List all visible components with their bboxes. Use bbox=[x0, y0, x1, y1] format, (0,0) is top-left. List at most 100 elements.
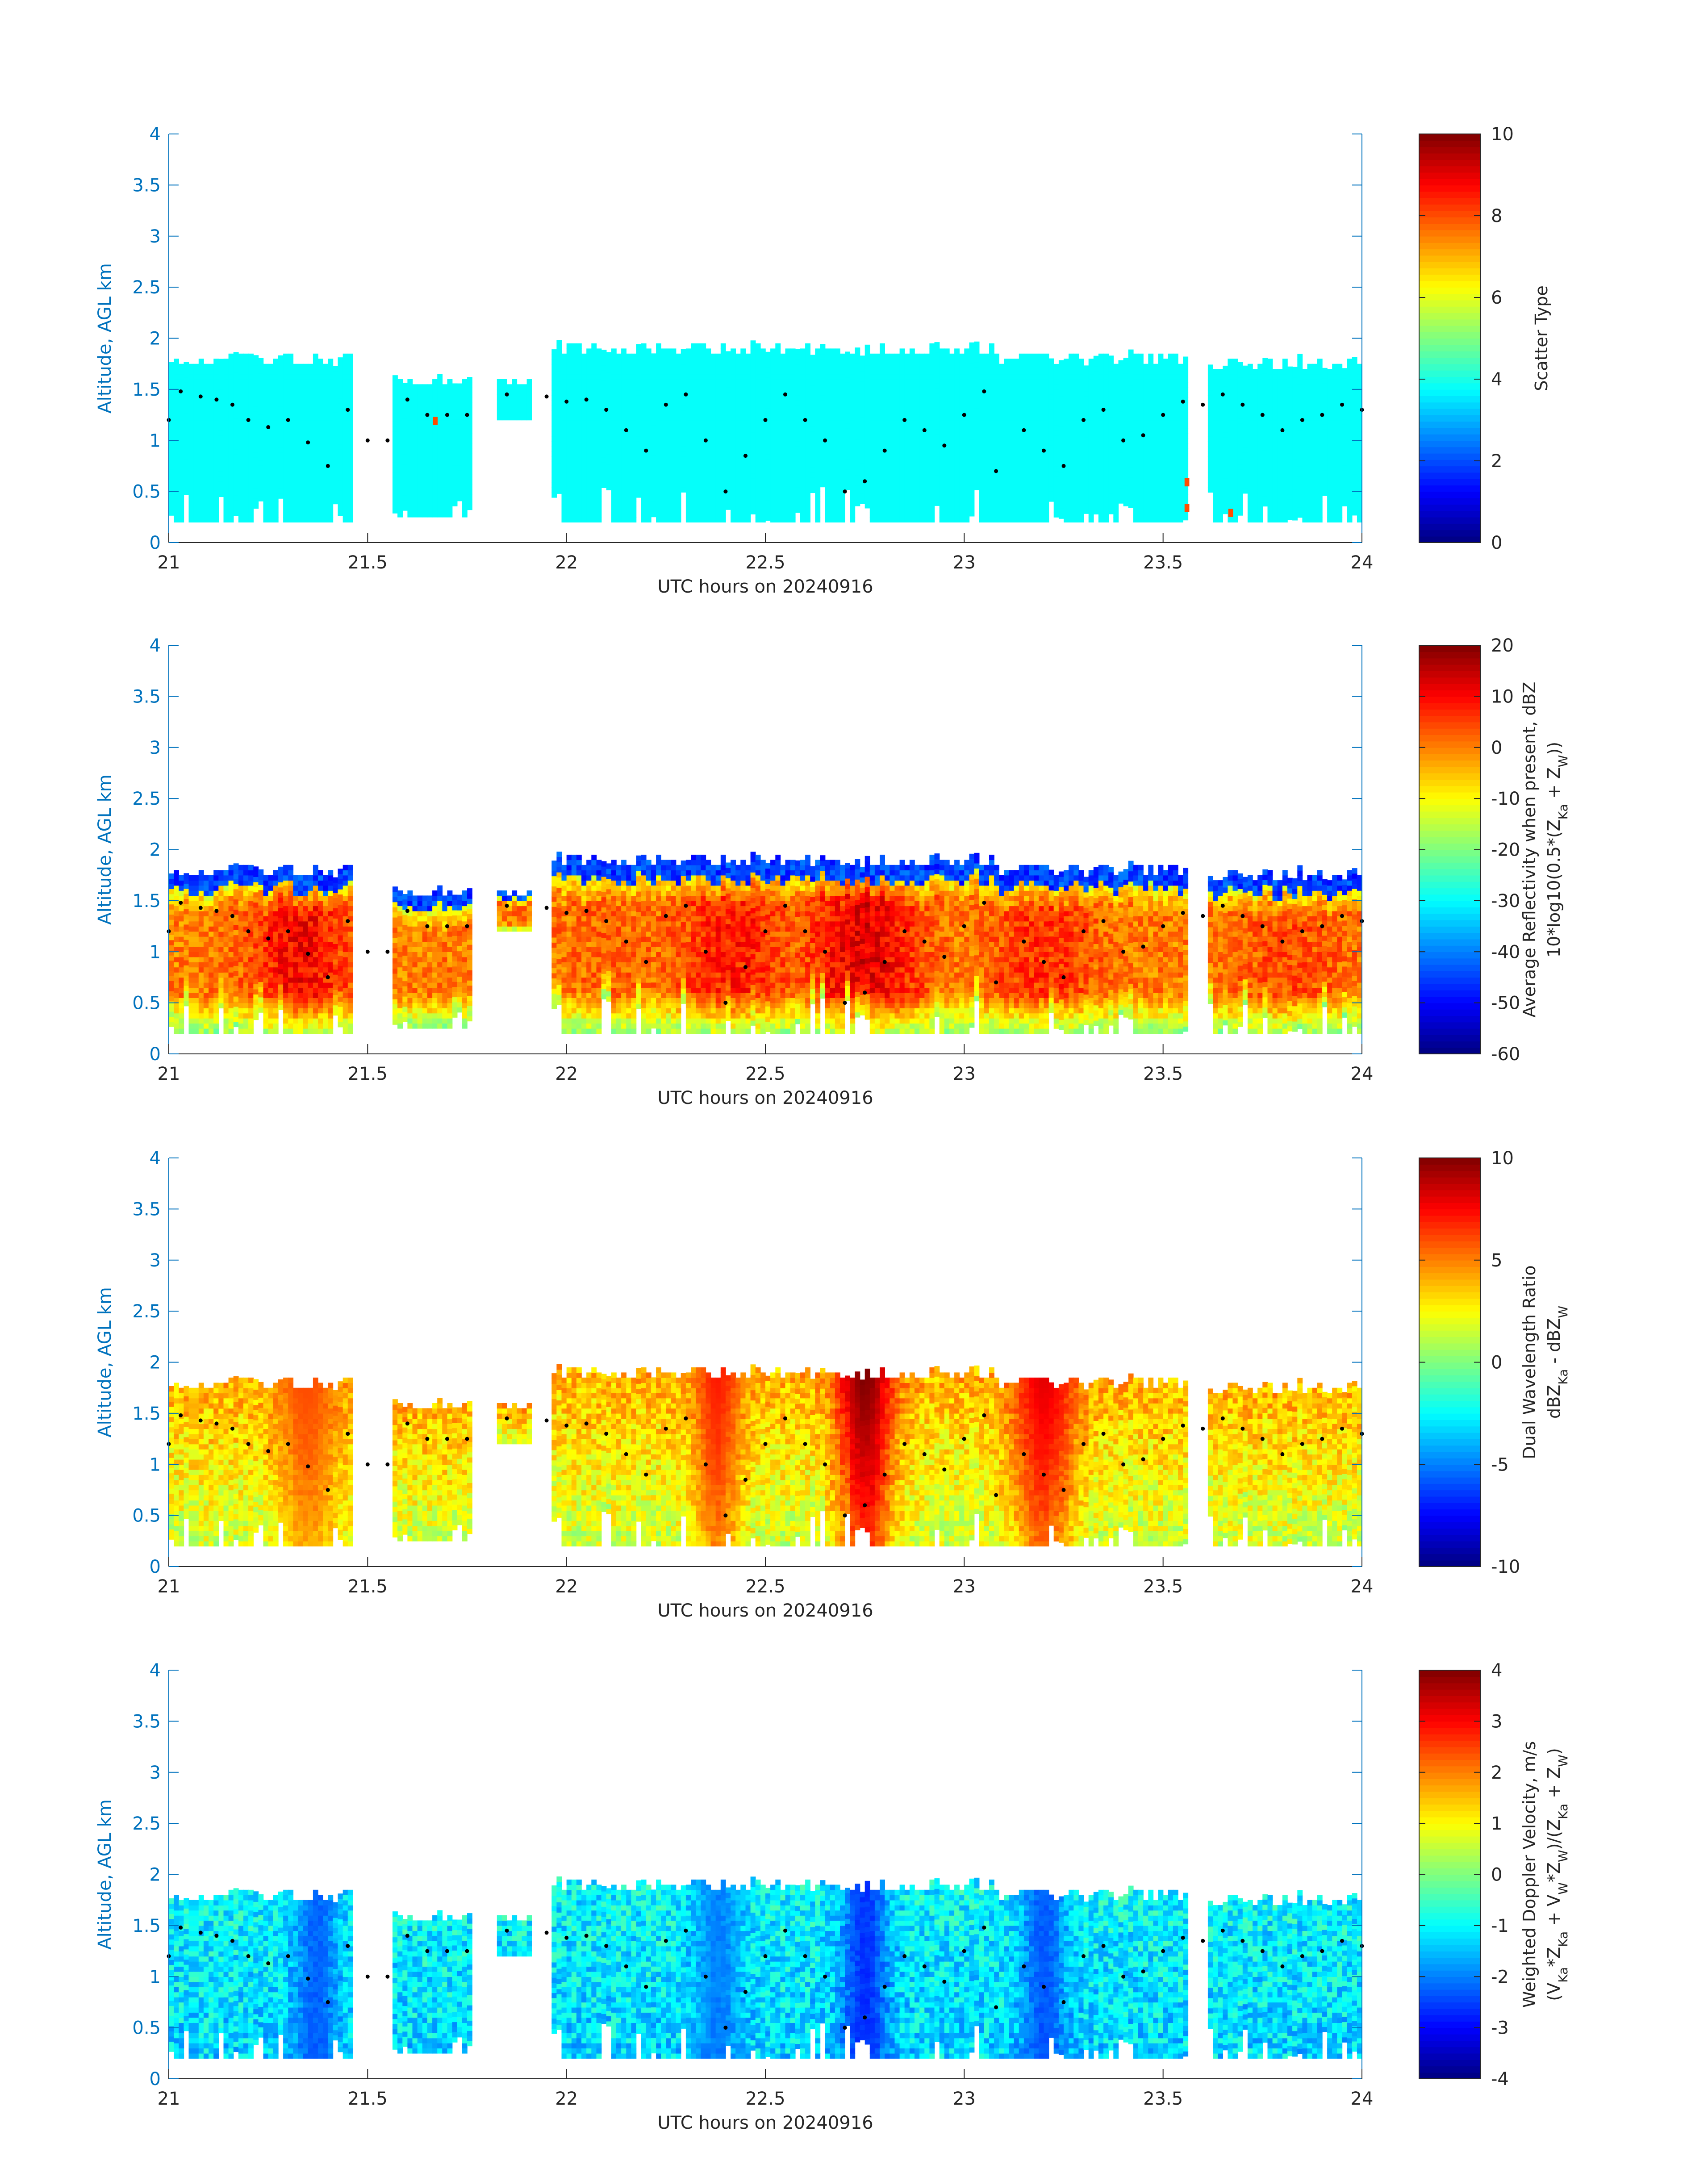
heatmap-cell bbox=[213, 445, 219, 451]
heatmap-cell bbox=[795, 400, 801, 406]
heatmap-cell bbox=[770, 425, 776, 431]
heatmap-cell bbox=[566, 353, 572, 359]
heatmap-cell bbox=[283, 481, 288, 487]
heatmap-cell bbox=[512, 384, 518, 390]
heatmap-cell bbox=[815, 384, 821, 390]
heatmap-cell bbox=[755, 455, 761, 461]
heatmap-cell bbox=[835, 445, 840, 451]
heatmap-cell bbox=[452, 383, 458, 389]
heatmap-cell bbox=[1023, 409, 1029, 415]
heatmap-cell bbox=[929, 425, 935, 431]
heatmap-cell bbox=[1039, 486, 1044, 492]
heatmap-cell bbox=[731, 471, 736, 477]
heatmap-cell bbox=[939, 379, 945, 385]
heatmap-cell bbox=[561, 399, 567, 405]
heatmap-cell bbox=[745, 430, 751, 436]
heatmap-cell bbox=[790, 394, 796, 400]
heatmap-cell bbox=[561, 409, 567, 415]
heatmap-cell bbox=[442, 497, 448, 502]
heatmap-cell bbox=[745, 455, 751, 461]
heatmap-cell bbox=[725, 494, 731, 500]
heatmap-cell bbox=[1023, 420, 1029, 426]
heatmap-cell bbox=[944, 486, 950, 492]
heatmap-cell bbox=[710, 435, 716, 441]
heatmap-cell bbox=[258, 404, 264, 409]
heatmap-cell bbox=[924, 420, 930, 426]
heatmap-cell bbox=[188, 486, 194, 492]
heatmap-cell bbox=[253, 442, 259, 447]
heatmap-cell bbox=[810, 431, 816, 437]
heatmap-cell bbox=[1048, 404, 1054, 410]
heatmap-cell bbox=[964, 512, 970, 518]
heatmap-cell bbox=[243, 506, 249, 513]
heatmap-cell bbox=[263, 491, 269, 497]
heatmap-cell bbox=[894, 409, 900, 415]
heatmap-cell bbox=[616, 476, 622, 482]
heatmap-cell bbox=[213, 389, 219, 395]
heatmap-cell bbox=[904, 451, 910, 456]
heatmap-cell bbox=[999, 440, 1005, 446]
heatmap-cell bbox=[621, 491, 626, 497]
heatmap-cell bbox=[571, 364, 577, 369]
heatmap-cell bbox=[1029, 445, 1034, 451]
heatmap-cell bbox=[850, 379, 856, 385]
heatmap-cell bbox=[457, 398, 463, 405]
heatmap-cell bbox=[715, 476, 721, 482]
heatmap-cell bbox=[636, 400, 642, 406]
heatmap-cell bbox=[924, 399, 930, 405]
heatmap-cell bbox=[457, 465, 463, 471]
heatmap-cell bbox=[402, 423, 408, 429]
heatmap-cell bbox=[283, 501, 288, 507]
heatmap-cell bbox=[308, 389, 313, 395]
heatmap-cell bbox=[238, 353, 244, 359]
heatmap-cell bbox=[641, 353, 647, 359]
heatmap-cell bbox=[169, 418, 174, 424]
heatmap-cell bbox=[169, 403, 174, 409]
heatmap-cell bbox=[636, 410, 642, 416]
heatmap-cell bbox=[258, 373, 264, 379]
heatmap-cell bbox=[422, 420, 428, 426]
heatmap-cell bbox=[1053, 374, 1059, 380]
heatmap-cell bbox=[1023, 481, 1029, 487]
heatmap-cell bbox=[606, 403, 612, 409]
heatmap-cell bbox=[830, 476, 835, 482]
heatmap-cell bbox=[874, 451, 880, 456]
heatmap-cell bbox=[437, 506, 443, 513]
heatmap-cell bbox=[691, 353, 696, 359]
heatmap-cell bbox=[626, 409, 632, 415]
heatmap-cell bbox=[815, 501, 821, 507]
heatmap-cell bbox=[725, 474, 731, 480]
heatmap-cell bbox=[551, 477, 557, 483]
heatmap-cell bbox=[621, 471, 626, 477]
heatmap-cell bbox=[1029, 435, 1034, 441]
heatmap-cell bbox=[308, 445, 313, 451]
heatmap-cell bbox=[939, 348, 945, 354]
heatmap-cell bbox=[820, 420, 826, 426]
heatmap-cell bbox=[347, 461, 353, 467]
heatmap-cell bbox=[268, 379, 274, 385]
heatmap-cell bbox=[725, 397, 731, 403]
heatmap-cell bbox=[621, 364, 626, 369]
heatmap-cell bbox=[1044, 353, 1049, 359]
heatmap-cell bbox=[283, 471, 288, 477]
heatmap-cell bbox=[283, 491, 288, 497]
heatmap-cell bbox=[556, 406, 562, 412]
heatmap-cell bbox=[795, 430, 801, 436]
heatmap-cell bbox=[467, 505, 472, 510]
heatmap-cell bbox=[646, 374, 651, 380]
heatmap-cell bbox=[765, 377, 771, 383]
heatmap-cell bbox=[994, 491, 999, 497]
heatmap-cell bbox=[894, 491, 900, 497]
heatmap-cell bbox=[979, 512, 985, 518]
heatmap-cell bbox=[805, 466, 810, 472]
heatmap-cell bbox=[338, 403, 343, 409]
heatmap-cell bbox=[646, 501, 651, 507]
heatmap-cell bbox=[551, 431, 557, 437]
heatmap-cell bbox=[969, 398, 975, 404]
heatmap-cell bbox=[283, 430, 288, 436]
heatmap-cell bbox=[810, 421, 816, 427]
heatmap-cell bbox=[835, 394, 840, 400]
heatmap-cell bbox=[646, 353, 651, 359]
heatmap-cell bbox=[626, 497, 632, 502]
heatmap-cell bbox=[790, 353, 796, 359]
